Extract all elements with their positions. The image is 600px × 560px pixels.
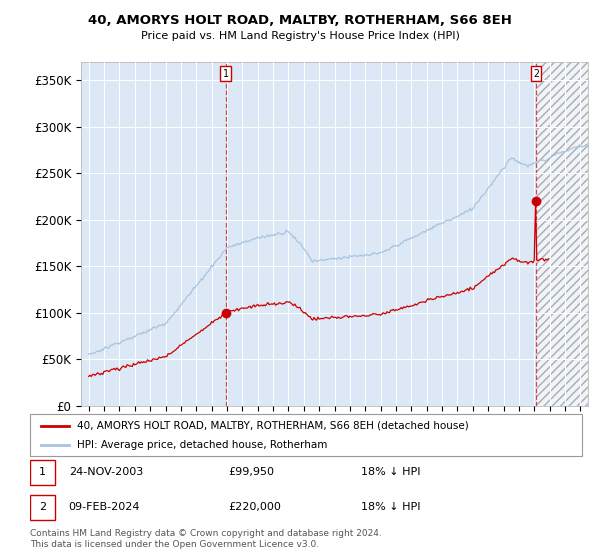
- Text: 2: 2: [533, 69, 539, 79]
- Bar: [30, 460, 55, 484]
- Text: 09-FEB-2024: 09-FEB-2024: [68, 502, 140, 512]
- Text: Price paid vs. HM Land Registry's House Price Index (HPI): Price paid vs. HM Land Registry's House …: [140, 31, 460, 41]
- Text: 40, AMORYS HOLT ROAD, MALTBY, ROTHERHAM, S66 8EH: 40, AMORYS HOLT ROAD, MALTBY, ROTHERHAM,…: [88, 14, 512, 27]
- Bar: [537, 62, 600, 406]
- Text: 1: 1: [39, 467, 46, 477]
- Text: 40, AMORYS HOLT ROAD, MALTBY, ROTHERHAM, S66 8EH (detached house): 40, AMORYS HOLT ROAD, MALTBY, ROTHERHAM,…: [77, 421, 469, 431]
- Text: 1: 1: [223, 69, 229, 79]
- Text: 24-NOV-2003: 24-NOV-2003: [68, 467, 143, 477]
- Text: 2: 2: [39, 502, 46, 512]
- Text: 18% ↓ HPI: 18% ↓ HPI: [361, 467, 421, 477]
- Text: 18% ↓ HPI: 18% ↓ HPI: [361, 502, 421, 512]
- Text: HPI: Average price, detached house, Rotherham: HPI: Average price, detached house, Roth…: [77, 440, 327, 450]
- Bar: [30, 494, 55, 520]
- Text: Contains HM Land Registry data © Crown copyright and database right 2024.
This d: Contains HM Land Registry data © Crown c…: [30, 529, 382, 549]
- Bar: [537, 62, 600, 406]
- Text: £99,950: £99,950: [229, 467, 275, 477]
- Text: £220,000: £220,000: [229, 502, 281, 512]
